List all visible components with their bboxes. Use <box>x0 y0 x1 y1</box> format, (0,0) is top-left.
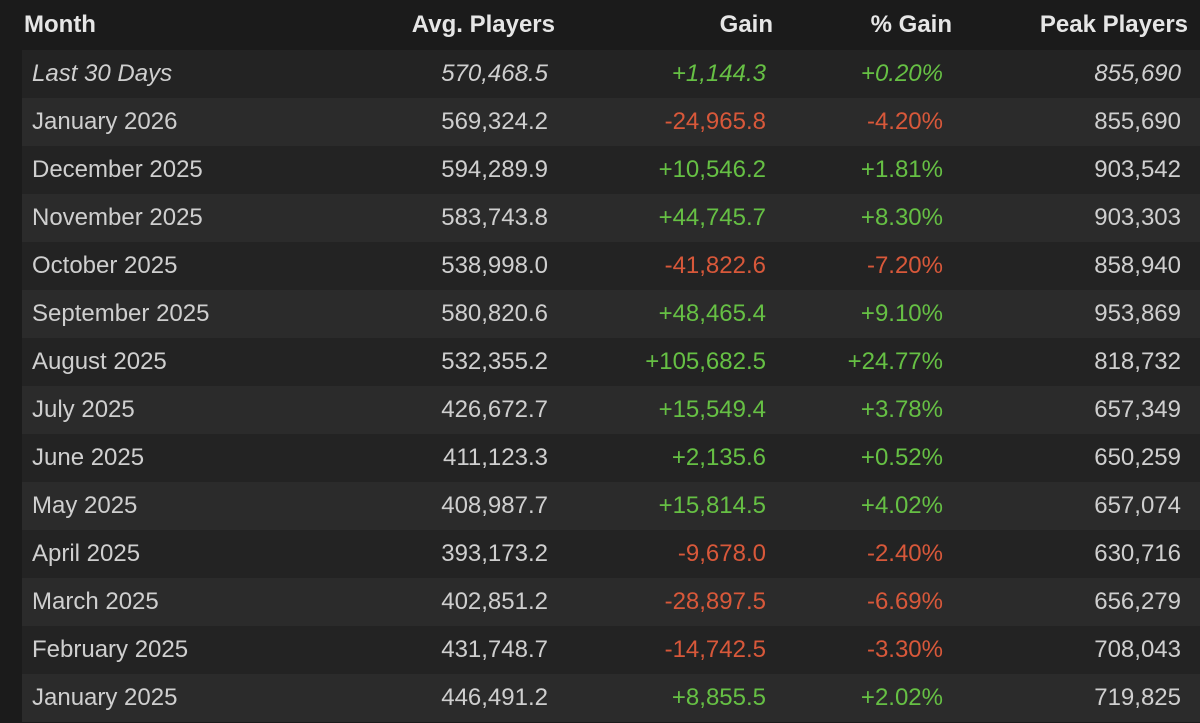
cell-peak-players: 855,690 <box>1094 108 1181 135</box>
cell-avg-players: 446,491.2 <box>441 684 548 711</box>
table-row: August 2025 532,355.2 +105,682.5 +24.77% 818… <box>22 338 1200 386</box>
cell-peak-players: 650,259 <box>1094 444 1181 471</box>
cell-month: Last 30 Days <box>32 60 173 87</box>
cell-gain: +15,549.4 <box>658 396 766 423</box>
cell-gain: +10,546.2 <box>658 156 766 183</box>
cell-percent-gain: +1.81% <box>860 156 943 183</box>
cell-month: July 2025 <box>32 396 135 423</box>
table-row: May 2025 408,987.7 +15,814.5 +4.02% 657,074 <box>22 482 1200 530</box>
cell-avg-players: 569,324.2 <box>441 108 548 135</box>
cell-peak-players: 903,542 <box>1094 156 1181 183</box>
cell-avg-players: 393,173.2 <box>441 540 548 567</box>
table-row: January 2026 569,324.2 -24,965.8 -4.20% 855,… <box>22 98 1200 146</box>
cell-avg-players: 532,355.2 <box>441 348 548 375</box>
header-avg-players: Avg. Players <box>411 11 555 38</box>
cell-gain: +2,135.6 <box>671 444 766 471</box>
header-month: Month <box>24 11 96 38</box>
table-row: November 2025 583,743.8 +44,745.7 +8.30% 903… <box>22 194 1200 242</box>
table-row: July 2025 426,672.7 +15,549.4 +3.78% 657,349 <box>22 386 1200 434</box>
cell-gain: -24,965.8 <box>664 108 766 135</box>
cell-peak-players: 708,043 <box>1094 636 1181 663</box>
cell-avg-players: 426,672.7 <box>441 396 548 423</box>
cell-percent-gain: +9.10% <box>860 300 943 327</box>
header-peak-players: Peak Players <box>1039 11 1188 38</box>
cell-avg-players: 431,748.7 <box>441 636 548 663</box>
cell-percent-gain: -3.30% <box>866 636 943 663</box>
cell-peak-players: 657,349 <box>1094 396 1181 423</box>
cell-month: March 2025 <box>32 588 159 615</box>
cell-peak-players: 855,690 <box>1094 60 1181 87</box>
cell-gain: +8,855.5 <box>671 684 766 711</box>
cell-gain: -9,678.0 <box>677 540 766 567</box>
header-percent-gain: % Gain <box>870 11 952 38</box>
cell-peak-players: 656,279 <box>1094 588 1181 615</box>
cell-month: August 2025 <box>32 348 167 375</box>
cell-percent-gain: -2.40% <box>866 540 943 567</box>
cell-gain: +48,465.4 <box>658 300 766 327</box>
table-row: April 2025 393,173.2 -9,678.0 -2.40% 630,716 <box>22 530 1200 578</box>
cell-gain: -28,897.5 <box>664 588 766 615</box>
cell-gain: +1,144.3 <box>671 60 766 87</box>
cell-gain: +105,682.5 <box>645 348 766 375</box>
cell-gain: -14,742.5 <box>664 636 766 663</box>
cell-percent-gain: +24.77% <box>847 348 943 375</box>
cell-month: January 2025 <box>32 684 178 711</box>
cell-avg-players: 408,987.7 <box>441 492 548 519</box>
cell-avg-players: 580,820.6 <box>441 300 548 327</box>
table-row: January 2025 446,491.2 +8,855.5 +2.02% 719,8… <box>22 674 1200 722</box>
cell-month: November 2025 <box>32 204 203 231</box>
cell-avg-players: 594,289.9 <box>441 156 548 183</box>
cell-peak-players: 903,303 <box>1094 204 1181 231</box>
cell-percent-gain: -7.20% <box>866 252 943 279</box>
cell-percent-gain: +4.02% <box>860 492 943 519</box>
cell-peak-players: 657,074 <box>1094 492 1181 519</box>
cell-gain: -41,822.6 <box>664 252 766 279</box>
cell-avg-players: 538,998.0 <box>441 252 548 279</box>
cell-percent-gain: -6.69% <box>866 588 943 615</box>
cell-percent-gain: +8.30% <box>860 204 943 231</box>
cell-percent-gain: +3.78% <box>860 396 943 423</box>
table-row: March 2025 402,851.2 -28,897.5 -6.69% 656,27… <box>22 578 1200 626</box>
cell-month: May 2025 <box>32 492 138 519</box>
cell-percent-gain: -4.20% <box>866 108 943 135</box>
table-row: February 2025 431,748.7 -14,742.5 -3.30% 708… <box>22 626 1200 674</box>
cell-month: June 2025 <box>32 444 145 471</box>
cell-peak-players: 953,869 <box>1094 300 1181 327</box>
cell-percent-gain: +0.52% <box>860 444 943 471</box>
cell-gain: +15,814.5 <box>658 492 766 519</box>
cell-month: January 2026 <box>32 108 178 135</box>
cell-avg-players: 570,468.5 <box>441 60 548 87</box>
cell-peak-players: 630,716 <box>1094 540 1181 567</box>
table-row: October 2025 538,998.0 -41,822.6 -7.20% 858,… <box>22 242 1200 290</box>
cell-avg-players: 411,123.3 <box>443 444 548 471</box>
cell-month: October 2025 <box>32 252 178 279</box>
cell-month: December 2025 <box>32 156 203 183</box>
header-gain: Gain <box>719 11 773 38</box>
cell-avg-players: 402,851.2 <box>441 588 548 615</box>
cell-peak-players: 858,940 <box>1094 252 1181 279</box>
cell-percent-gain: +0.20% <box>860 60 943 87</box>
table-row: June 2025 411,123.3 +2,135.6 +0.52% 650,259 <box>22 434 1200 482</box>
cell-percent-gain: +2.02% <box>860 684 943 711</box>
cell-month: September 2025 <box>32 300 210 327</box>
table-row: Last 30 Days 570,468.5 +1,144.3 +0.20% 855,6… <box>22 50 1200 98</box>
cell-month: April 2025 <box>32 540 141 567</box>
cell-month: February 2025 <box>32 636 189 663</box>
cell-peak-players: 818,732 <box>1094 348 1181 375</box>
cell-avg-players: 583,743.8 <box>441 204 548 231</box>
table-row: September 2025 580,820.6 +48,465.4 +9.10% 95… <box>22 290 1200 338</box>
table-row: December 2025 594,289.9 +10,546.2 +1.81% 903… <box>22 146 1200 194</box>
cell-gain: +44,745.7 <box>658 204 766 231</box>
cell-peak-players: 719,825 <box>1094 684 1181 711</box>
